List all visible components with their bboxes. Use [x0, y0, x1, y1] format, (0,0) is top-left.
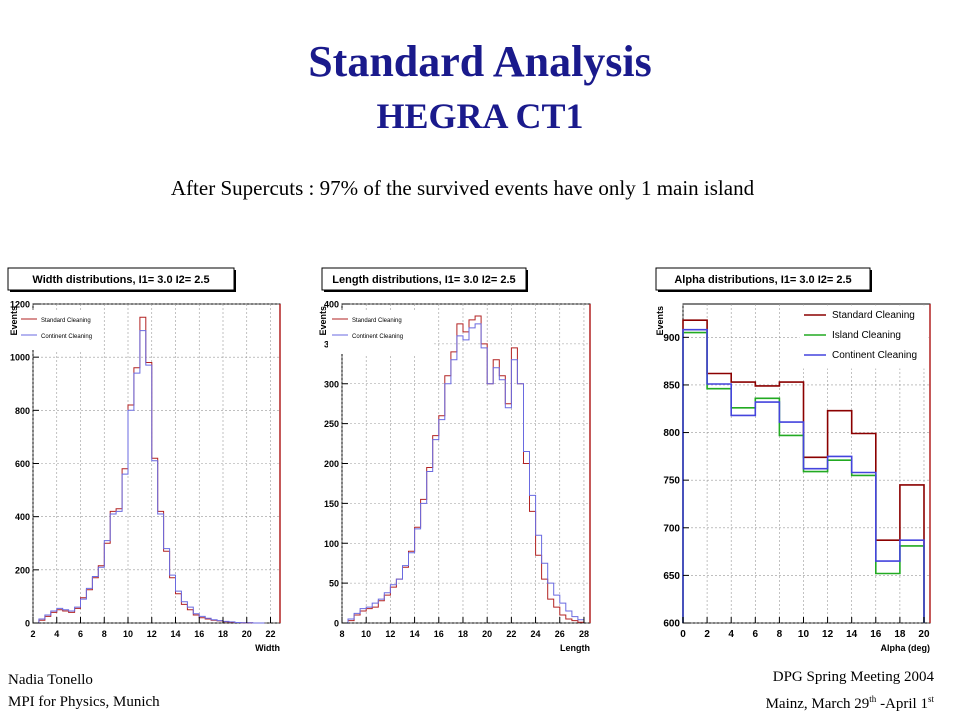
x-tick-label: 18: [894, 629, 906, 640]
x-tick-label: 12: [147, 629, 157, 639]
x-tick-label: 16: [434, 629, 444, 639]
y-tick-label: 800: [15, 406, 30, 416]
series-line: [682, 328, 925, 623]
x-tick-label: 14: [410, 629, 420, 639]
x-tick-label: 20: [918, 629, 930, 640]
slide-title: Standard Analysis: [308, 37, 652, 86]
y-tick-label: 650: [663, 571, 680, 582]
y-tick-label: 100: [324, 539, 339, 549]
series-line: [347, 323, 585, 623]
legend-label: Continent Cleaning: [352, 334, 403, 340]
x-tick-label: 20: [242, 629, 252, 639]
x-tick-label: 14: [846, 629, 858, 640]
y-tick-label: 250: [324, 419, 339, 429]
x-axis-label: Alpha (deg): [881, 643, 931, 653]
series-line: [682, 319, 925, 623]
legend-label: Island Cleaning: [832, 330, 901, 341]
y-tick-label: 800: [663, 428, 680, 439]
x-tick-label: 24: [531, 629, 541, 639]
plot-title: Width distributions, I1= 3.0 I2= 2.5: [32, 274, 209, 286]
title-box: [321, 267, 527, 291]
author-name: Nadia Tonello: [8, 672, 93, 688]
x-tick-label: 20: [482, 629, 492, 639]
legend-box: [799, 305, 929, 369]
x-tick-label: 28: [579, 629, 589, 639]
event-name: DPG Spring Meeting 2004: [772, 669, 934, 685]
x-tick-label: 6: [78, 629, 83, 639]
x-axis-label: Length: [560, 643, 590, 653]
y-tick-label: 200: [15, 565, 30, 575]
x-tick-label: 4: [728, 629, 734, 640]
x-tick-label: 12: [822, 629, 834, 640]
legend-label: Continent Cleaning: [41, 334, 92, 340]
legend-label: Standard Cleaning: [832, 310, 915, 321]
legend-label: Standard Cleaning: [352, 318, 402, 324]
x-tick-label: 18: [218, 629, 228, 639]
y-tick-label: 300: [324, 379, 339, 389]
y-tick-label: 750: [663, 476, 680, 487]
y-tick-label: 200: [324, 459, 339, 469]
footer-event: DPG Spring Meeting 2004 Mainz, March 29t…: [766, 666, 934, 715]
x-tick-label: 0: [680, 629, 686, 640]
y-tick-label: 600: [15, 459, 30, 469]
y-tick-label: 0: [334, 619, 339, 629]
x-tick-label: 12: [385, 629, 395, 639]
x-tick-label: 6: [753, 629, 759, 640]
x-tick-label: 8: [339, 629, 344, 639]
title-box: [655, 267, 871, 291]
x-tick-label: 4: [54, 629, 59, 639]
y-axis-label: Events: [9, 306, 19, 336]
x-axis-label: Width: [255, 643, 280, 653]
x-tick-label: 10: [798, 629, 810, 640]
y-tick-label: 600: [663, 619, 680, 630]
legend-label: Standard Cleaning: [41, 318, 91, 324]
y-tick-label: 0: [25, 619, 30, 629]
y-tick-label: 900: [663, 333, 680, 344]
x-tick-label: 16: [194, 629, 204, 639]
title-box: [7, 267, 235, 291]
alpha-distribution-plot: Alpha distributions, I1= 3.0 I2= 2.5 0 2 4 6…: [655, 267, 931, 653]
width-distribution-plot: Width distributions, I1= 3.0 I2= 2.5 2 4 6 8…: [7, 267, 281, 653]
x-tick-label: 18: [458, 629, 468, 639]
y-tick-label: 850: [663, 380, 680, 391]
plot-title: Alpha distributions, I1= 3.0 I2= 2.5: [674, 274, 851, 286]
y-tick-label: 400: [15, 512, 30, 522]
y-tick-label: 50: [329, 579, 339, 589]
slide-caption: After Supercuts : 97% of the survived ev…: [170, 176, 755, 200]
x-tick-label: 10: [361, 629, 371, 639]
footer-author: Nadia Tonello MPI for Physics, Munich: [8, 669, 160, 713]
legend-box: [17, 310, 92, 350]
x-tick-label: 8: [777, 629, 783, 640]
x-tick-label: 8: [102, 629, 107, 639]
x-tick-label: 2: [30, 629, 35, 639]
y-tick-label: 1200: [10, 300, 30, 310]
slide-subtitle-heading: HEGRA CT1: [376, 96, 584, 136]
y-axis-label: Events: [655, 306, 665, 336]
y-tick-label: 700: [663, 523, 680, 534]
series-line: [347, 315, 585, 623]
y-tick-label: 1000: [10, 353, 30, 363]
event-date: Mainz, March 29th -April 1st: [765, 694, 934, 712]
x-tick-label: 2: [704, 629, 710, 640]
series-line: [38, 330, 265, 624]
plot-title: Length distributions, I1= 3.0 I2= 2.5: [332, 274, 515, 286]
legend-box: [328, 310, 433, 354]
x-tick-label: 14: [170, 629, 180, 639]
author-affiliation: MPI for Physics, Munich: [8, 694, 160, 710]
x-tick-label: 22: [506, 629, 516, 639]
x-tick-label: 10: [123, 629, 133, 639]
legend-label: Continent Cleaning: [832, 350, 917, 361]
x-tick-label: 26: [555, 629, 565, 639]
y-axis-label: Events: [318, 306, 328, 336]
x-tick-label: 16: [870, 629, 882, 640]
length-distribution-plot: Length distributions, I1= 3.0 I2= 2.5 8 10…: [318, 267, 591, 653]
y-tick-label: 400: [324, 300, 339, 310]
y-tick-label: 150: [324, 499, 339, 509]
x-tick-label: 22: [265, 629, 275, 639]
